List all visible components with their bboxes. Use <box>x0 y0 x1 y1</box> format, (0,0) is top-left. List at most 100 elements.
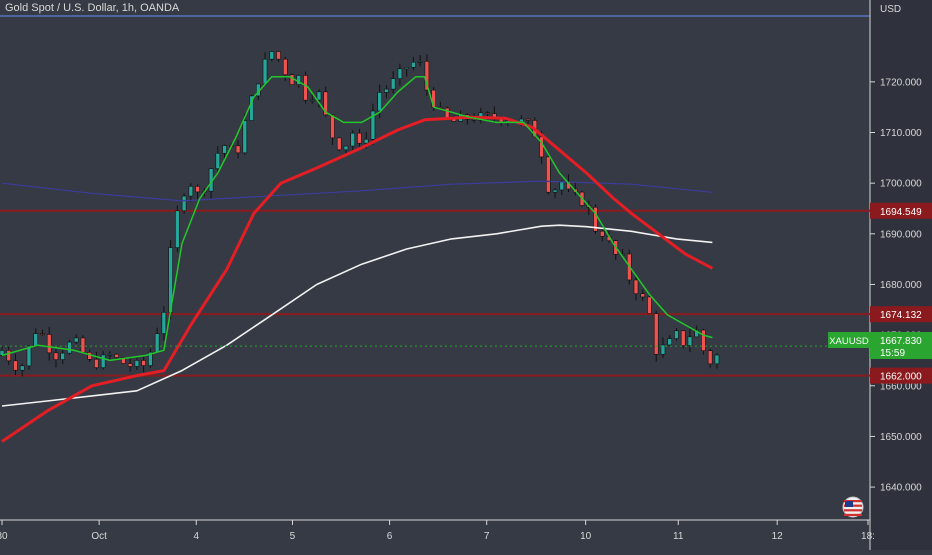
candle-body <box>262 58 268 85</box>
candle <box>161 306 167 341</box>
candle-body <box>148 351 153 366</box>
candle-body <box>552 189 558 193</box>
candle <box>674 327 679 341</box>
y-tick-label-2: 1660.000 <box>880 381 922 392</box>
candle-body <box>377 92 382 112</box>
candle-body <box>53 352 59 360</box>
current-price-value: 1667.830 <box>880 336 922 347</box>
candle <box>107 350 113 362</box>
candle <box>19 363 25 377</box>
candle <box>552 188 558 199</box>
candle-body <box>546 156 551 193</box>
y-tick-label-0: 1640.000 <box>880 483 922 494</box>
candle <box>404 66 409 77</box>
candle-body <box>60 352 66 360</box>
candle <box>73 334 79 344</box>
candle <box>707 348 713 369</box>
candle <box>438 101 443 110</box>
candle <box>141 356 146 373</box>
x-tick-label-7: 11 <box>673 531 684 542</box>
symbol-tag-bg <box>828 332 870 348</box>
candle-body <box>370 110 376 140</box>
candle-body <box>647 296 652 314</box>
candle-body <box>80 337 86 353</box>
candle-body <box>154 333 160 353</box>
candle <box>384 85 389 99</box>
candle-body <box>363 138 369 144</box>
candle-body <box>323 91 329 116</box>
level-tag-bg-0 <box>870 202 932 219</box>
y-tick-label-7: 1710.000 <box>880 128 922 139</box>
candle <box>127 358 133 372</box>
candle-body <box>195 186 200 193</box>
candle <box>215 146 221 174</box>
candle-body <box>309 99 315 102</box>
candle-body <box>593 206 598 232</box>
candle <box>26 345 32 370</box>
candle-body <box>667 338 673 346</box>
candle-body <box>114 353 119 358</box>
candle-body <box>175 210 180 248</box>
candle-body <box>343 145 349 151</box>
candle <box>687 328 693 353</box>
candle <box>67 339 72 355</box>
candle-body <box>215 152 221 169</box>
level-price-tags: 1694.549 1674.132 1662.000 <box>870 202 932 384</box>
candle-body <box>181 195 187 212</box>
candle-body <box>100 354 106 368</box>
us-flag-icon[interactable] <box>842 496 864 518</box>
candle <box>397 63 403 86</box>
candle-body <box>235 145 241 154</box>
candle-body <box>384 88 389 93</box>
candle-body <box>222 145 227 154</box>
candle <box>269 51 275 62</box>
candle-body <box>141 360 146 366</box>
candle-body <box>438 106 443 109</box>
candle <box>13 353 18 375</box>
candle-body <box>417 61 423 63</box>
candle-body <box>336 137 342 151</box>
candle <box>485 111 490 117</box>
candle <box>175 205 180 253</box>
candle-body <box>242 120 248 154</box>
candle <box>53 349 59 368</box>
candle <box>667 335 673 346</box>
candle-body <box>330 114 335 139</box>
candle <box>235 140 241 159</box>
current-price-tag[interactable]: 1667.830 15:59 <box>870 332 932 359</box>
candle <box>134 357 140 371</box>
candle-body <box>687 336 693 346</box>
series-line-ma_long <box>1 180 713 202</box>
candle-body <box>127 363 133 367</box>
candle <box>309 93 315 104</box>
candle <box>424 54 430 96</box>
candle-body <box>707 350 713 365</box>
candle-body <box>653 313 659 355</box>
x-tick-label-5: 7 <box>484 531 490 542</box>
candle <box>350 130 356 151</box>
candle-body <box>640 293 646 298</box>
candle <box>195 184 200 200</box>
candle <box>181 193 187 214</box>
symbol-tag[interactable]: XAUUSD <box>828 332 870 348</box>
candle-body <box>282 58 288 76</box>
candle <box>100 351 106 370</box>
candle <box>330 114 335 146</box>
candle <box>303 71 308 104</box>
x-tick-label-8: 12 <box>772 531 784 542</box>
candle-body <box>33 333 39 347</box>
candle <box>336 137 342 152</box>
candle-body <box>633 279 639 295</box>
candle-body <box>357 132 362 144</box>
candle-body <box>680 330 686 346</box>
candle-body <box>525 118 531 121</box>
candle <box>46 326 52 361</box>
candle-body <box>40 333 45 335</box>
price-axis-background[interactable] <box>870 0 932 550</box>
series-line-ma_fast <box>1 76 713 362</box>
level-tag-label-2: 1662.000 <box>880 372 922 383</box>
candle <box>411 56 416 71</box>
moving-averages <box>1 76 714 443</box>
